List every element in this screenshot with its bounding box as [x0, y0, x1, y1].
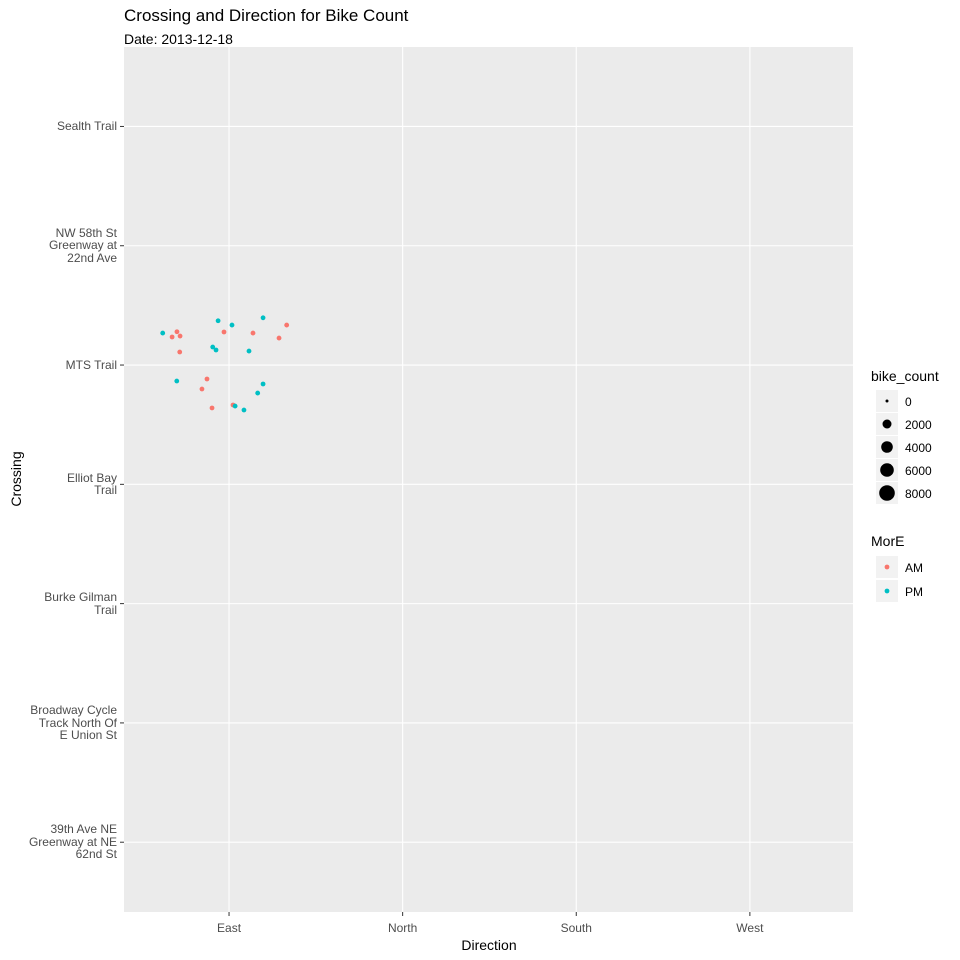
data-point-am	[276, 335, 282, 341]
data-point-pm	[213, 347, 219, 353]
y-tick-label: NW 58th St Greenway at 22nd Ave	[48, 225, 117, 265]
legend-size-key	[880, 463, 894, 477]
legend-size-label: 2000	[905, 418, 932, 432]
x-tick-label: East	[217, 921, 242, 935]
data-point-am	[169, 334, 175, 340]
data-point-am	[284, 322, 290, 328]
legend-size-key	[879, 485, 895, 501]
data-point-pm	[232, 403, 238, 409]
data-point-am	[177, 349, 183, 355]
x-tick-label: North	[387, 921, 418, 935]
legend-size-label: 6000	[905, 464, 932, 478]
data-point-pm	[229, 322, 235, 328]
data-point-am	[199, 386, 205, 392]
data-point-pm	[174, 378, 180, 384]
y-tick-label: 39th Ave NE Greenway at NE 62nd St	[28, 822, 117, 862]
data-point-pm	[255, 390, 261, 396]
data-point-pm	[260, 315, 266, 321]
legend-size-label: 0	[905, 395, 912, 409]
legend-size-key	[882, 419, 892, 429]
legend-color-label: PM	[905, 585, 923, 599]
legend-size-key	[881, 441, 893, 453]
y-tick-label: MTS Trail	[65, 357, 117, 372]
legend-size-title: bike_count	[871, 368, 939, 384]
data-point-am	[250, 330, 256, 336]
data-point-am	[221, 329, 227, 335]
data-point-pm	[160, 330, 166, 336]
y-tick-label: Elliot Bay Trail	[66, 470, 117, 498]
y-tick-label: Broadway Cycle Track North Of E Union St	[30, 703, 117, 743]
chart-title: Crossing and Direction for Bike Count	[124, 6, 409, 25]
data-point-pm	[241, 407, 247, 413]
x-tick-label: South	[560, 921, 592, 935]
y-axis-label: Crossing	[8, 451, 24, 507]
data-point-am	[174, 329, 180, 335]
data-point-pm	[215, 318, 221, 324]
legend-size-key	[885, 399, 889, 403]
legend-color-key-am	[884, 564, 890, 570]
legend-size-label: 8000	[905, 487, 932, 501]
data-point-am	[209, 405, 215, 411]
plot-panel	[124, 47, 853, 912]
x-tick-label: West	[736, 921, 764, 935]
data-point-am	[177, 333, 183, 339]
data-point-pm	[246, 348, 252, 354]
y-tick-label: Sealth Trail	[56, 119, 117, 134]
legend-size-label: 4000	[905, 441, 932, 455]
data-point-am	[204, 376, 210, 382]
legend-color-label: AM	[905, 561, 923, 575]
legend-color-key-pm	[884, 588, 890, 594]
chart-subtitle: Date: 2013-12-18	[124, 31, 233, 47]
legend-color-title: MorE	[871, 533, 905, 549]
x-axis-label: Direction	[461, 937, 517, 953]
data-point-pm	[210, 344, 216, 350]
y-tick-label: Burke Gilman Trail	[44, 590, 117, 617]
data-point-pm	[260, 381, 266, 387]
